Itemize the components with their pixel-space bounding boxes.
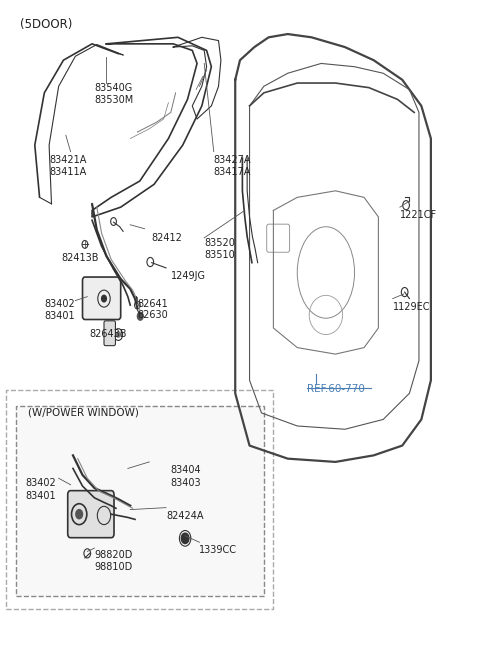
Text: 82641: 82641: [137, 298, 168, 308]
Text: 1221CF: 1221CF: [400, 211, 437, 220]
Text: 83427A
83417A: 83427A 83417A: [214, 155, 251, 177]
Circle shape: [76, 510, 83, 519]
Text: 83402
83401: 83402 83401: [25, 478, 56, 501]
FancyBboxPatch shape: [68, 491, 114, 538]
Text: REF.60-770: REF.60-770: [307, 384, 365, 394]
FancyBboxPatch shape: [104, 321, 116, 346]
Text: 83520
83510: 83520 83510: [204, 238, 235, 260]
Text: (W/POWER WINDOW): (W/POWER WINDOW): [28, 407, 139, 418]
Text: 1339CC: 1339CC: [199, 545, 238, 555]
Text: 83404
83403: 83404 83403: [171, 465, 202, 487]
Text: 82643B: 82643B: [90, 329, 127, 339]
Text: 82424A: 82424A: [166, 511, 204, 521]
Text: 83540G
83530M: 83540G 83530M: [95, 83, 134, 106]
Text: 1249JG: 1249JG: [171, 270, 206, 281]
Text: (5DOOR): (5DOOR): [21, 18, 73, 31]
Circle shape: [102, 295, 107, 302]
Circle shape: [181, 533, 189, 544]
Text: 98820D
98810D: 98820D 98810D: [95, 550, 133, 573]
FancyBboxPatch shape: [83, 277, 120, 319]
Text: 83402
83401: 83402 83401: [44, 298, 75, 321]
Text: 83421A
83411A: 83421A 83411A: [49, 155, 86, 177]
Circle shape: [116, 332, 120, 337]
Text: 1129EC: 1129EC: [393, 302, 430, 312]
Circle shape: [137, 312, 143, 320]
Text: 82413B: 82413B: [61, 253, 98, 263]
FancyBboxPatch shape: [16, 406, 264, 596]
Text: 82630: 82630: [137, 310, 168, 320]
Text: 82412: 82412: [152, 234, 182, 243]
